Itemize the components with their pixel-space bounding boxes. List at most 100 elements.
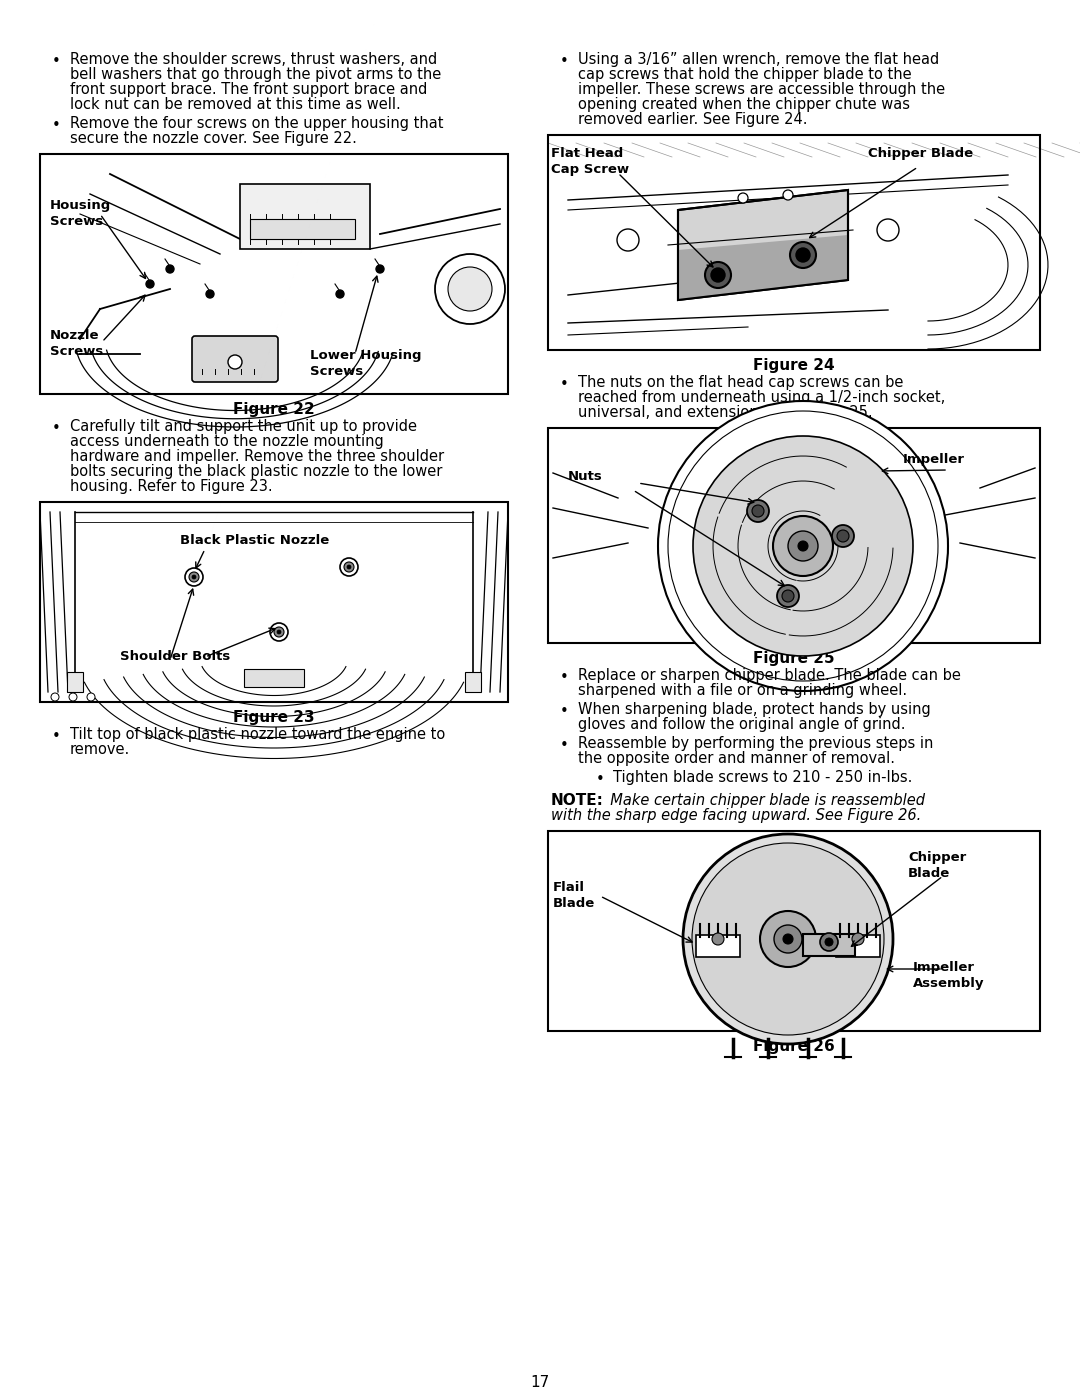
Circle shape bbox=[435, 254, 505, 324]
Text: reached from underneath using a 1/2-inch socket,: reached from underneath using a 1/2-inch… bbox=[578, 390, 945, 405]
Bar bbox=[696, 935, 740, 957]
Circle shape bbox=[788, 531, 818, 562]
Text: Shoulder Bolts: Shoulder Bolts bbox=[120, 650, 230, 664]
Circle shape bbox=[185, 569, 203, 585]
Circle shape bbox=[87, 693, 95, 701]
Text: Housing
Screws: Housing Screws bbox=[50, 198, 111, 228]
Bar bbox=[836, 935, 880, 957]
Text: remove.: remove. bbox=[70, 742, 131, 757]
Text: removed earlier. See Figure 24.: removed earlier. See Figure 24. bbox=[578, 112, 808, 127]
Text: bolts securing the black plastic nozzle to the lower: bolts securing the black plastic nozzle … bbox=[70, 464, 443, 479]
Text: •: • bbox=[561, 704, 569, 719]
Text: Remove the four screws on the upper housing that: Remove the four screws on the upper hous… bbox=[70, 116, 444, 131]
Circle shape bbox=[783, 935, 793, 944]
Circle shape bbox=[340, 557, 357, 576]
Text: •: • bbox=[561, 738, 569, 753]
Bar bbox=[804, 935, 855, 956]
Circle shape bbox=[796, 249, 810, 263]
Text: Nozzle
Screws: Nozzle Screws bbox=[50, 330, 104, 358]
Text: •: • bbox=[561, 671, 569, 685]
Text: front support brace. The front support brace and: front support brace. The front support b… bbox=[70, 82, 428, 96]
Bar bbox=[249, 219, 355, 239]
Circle shape bbox=[693, 436, 913, 657]
Polygon shape bbox=[678, 190, 848, 300]
Circle shape bbox=[206, 291, 214, 298]
Text: NOTE:: NOTE: bbox=[551, 793, 604, 807]
Circle shape bbox=[782, 590, 794, 602]
Circle shape bbox=[738, 193, 748, 203]
Text: When sharpening blade, protect hands by using: When sharpening blade, protect hands by … bbox=[578, 703, 931, 717]
Text: Make certain chipper blade is reassembled: Make certain chipper blade is reassemble… bbox=[600, 793, 924, 807]
Circle shape bbox=[825, 937, 833, 946]
Text: Impeller: Impeller bbox=[903, 453, 966, 467]
Bar bbox=[548, 831, 1040, 1031]
Circle shape bbox=[276, 630, 281, 634]
Bar bbox=[40, 154, 508, 394]
Circle shape bbox=[270, 623, 288, 641]
Circle shape bbox=[783, 190, 793, 200]
Text: Remove the shoulder screws, thrust washers, and: Remove the shoulder screws, thrust washe… bbox=[70, 52, 437, 67]
Circle shape bbox=[51, 693, 59, 701]
Text: cap screws that hold the chipper blade to the: cap screws that hold the chipper blade t… bbox=[578, 67, 912, 82]
Text: Black Plastic Nozzle: Black Plastic Nozzle bbox=[180, 534, 329, 548]
Circle shape bbox=[347, 564, 351, 569]
Circle shape bbox=[711, 268, 725, 282]
Circle shape bbox=[345, 562, 354, 571]
Bar bbox=[240, 184, 370, 249]
Circle shape bbox=[705, 263, 731, 288]
Text: universal, and extension. See Figure 25.: universal, and extension. See Figure 25. bbox=[578, 405, 873, 420]
Text: housing. Refer to Figure 23.: housing. Refer to Figure 23. bbox=[70, 479, 272, 495]
Bar bbox=[548, 427, 1040, 643]
Circle shape bbox=[69, 693, 77, 701]
Circle shape bbox=[877, 219, 899, 242]
Text: The nuts on the flat head cap screws can be: The nuts on the flat head cap screws can… bbox=[578, 374, 903, 390]
Circle shape bbox=[692, 842, 885, 1035]
Circle shape bbox=[747, 500, 769, 522]
Circle shape bbox=[752, 504, 764, 517]
Text: •: • bbox=[52, 117, 60, 133]
Circle shape bbox=[376, 265, 384, 272]
Circle shape bbox=[852, 933, 864, 944]
Circle shape bbox=[789, 242, 816, 268]
Text: hardware and impeller. Remove the three shoulder: hardware and impeller. Remove the three … bbox=[70, 448, 444, 464]
Circle shape bbox=[820, 933, 838, 951]
Circle shape bbox=[774, 925, 802, 953]
Circle shape bbox=[760, 911, 816, 967]
Circle shape bbox=[228, 355, 242, 369]
Text: impeller. These screws are accessible through the: impeller. These screws are accessible th… bbox=[578, 82, 945, 96]
Circle shape bbox=[336, 291, 345, 298]
Text: •: • bbox=[561, 377, 569, 393]
Circle shape bbox=[189, 571, 199, 583]
Circle shape bbox=[448, 267, 492, 312]
Text: Figure 23: Figure 23 bbox=[233, 710, 314, 725]
Circle shape bbox=[669, 411, 939, 680]
Circle shape bbox=[832, 525, 854, 548]
Text: Chipper
Blade: Chipper Blade bbox=[908, 851, 967, 880]
Circle shape bbox=[166, 265, 174, 272]
Circle shape bbox=[773, 515, 833, 576]
Text: Carefully tilt and support the unit up to provide: Carefully tilt and support the unit up t… bbox=[70, 419, 417, 434]
Text: •: • bbox=[52, 729, 60, 745]
Text: secure the nozzle cover. See Figure 22.: secure the nozzle cover. See Figure 22. bbox=[70, 131, 356, 147]
Text: Figure 24: Figure 24 bbox=[753, 358, 835, 373]
Bar bbox=[67, 672, 83, 692]
Text: the opposite order and manner of removal.: the opposite order and manner of removal… bbox=[578, 752, 895, 766]
Text: Figure 22: Figure 22 bbox=[233, 402, 315, 416]
Text: Flail
Blade: Flail Blade bbox=[553, 882, 595, 909]
Circle shape bbox=[798, 541, 808, 550]
Text: Flat Head
Cap Screw: Flat Head Cap Screw bbox=[551, 147, 630, 176]
Text: •: • bbox=[596, 773, 605, 787]
Text: sharpened with a file or on a grinding wheel.: sharpened with a file or on a grinding w… bbox=[578, 683, 907, 698]
Circle shape bbox=[712, 933, 724, 944]
Text: bell washers that go through the pivot arms to the: bell washers that go through the pivot a… bbox=[70, 67, 442, 82]
Text: Chipper Blade: Chipper Blade bbox=[868, 147, 973, 161]
Circle shape bbox=[837, 529, 849, 542]
Bar bbox=[40, 502, 508, 703]
Text: •: • bbox=[52, 54, 60, 68]
Circle shape bbox=[192, 576, 195, 578]
Text: Tighten blade screws to 210 - 250 in-lbs.: Tighten blade screws to 210 - 250 in-lbs… bbox=[613, 770, 913, 785]
Text: Figure 26: Figure 26 bbox=[753, 1039, 835, 1053]
Text: Replace or sharpen chipper blade. The blade can be: Replace or sharpen chipper blade. The bl… bbox=[578, 668, 961, 683]
Text: Lower Housing
Screws: Lower Housing Screws bbox=[310, 349, 421, 379]
Bar bbox=[465, 672, 481, 692]
